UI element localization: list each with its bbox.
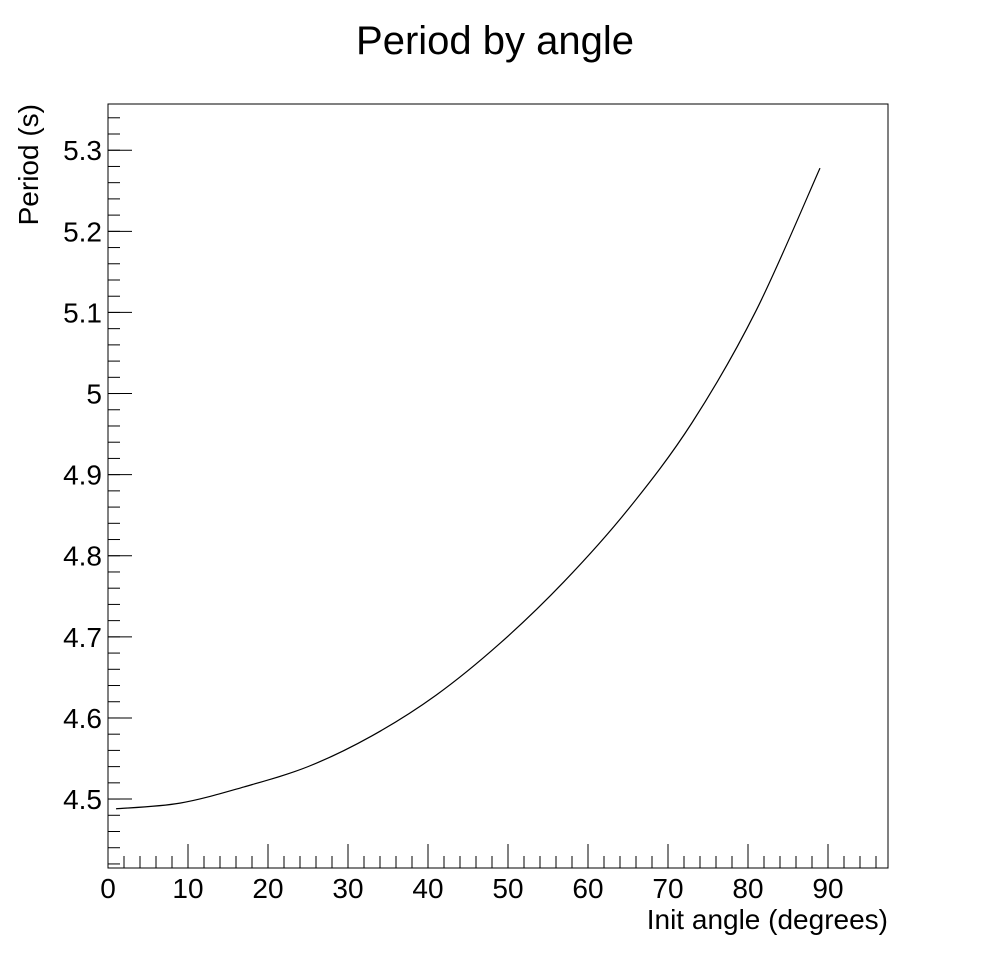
y-tick-label: 5.2 — [63, 216, 102, 247]
series-layer — [115, 167, 821, 810]
y-tick-label: 4.7 — [63, 622, 102, 653]
x-axis: 0 10 20 30 40 50 60 70 80 90 — [100, 844, 877, 904]
x-tick-label: 90 — [812, 873, 843, 904]
plot-frame — [107, 103, 889, 869]
x-tick-label: 30 — [332, 873, 363, 904]
x-tick-label: 50 — [492, 873, 523, 904]
y-axis: 4.5 4.6 4.7 4.8 4.9 5 5.1 5.2 5.3 — [63, 117, 132, 865]
x-tick-label: 20 — [252, 873, 283, 904]
y-tick-label: 4.8 — [63, 541, 102, 572]
x-tick-label: 70 — [652, 873, 683, 904]
y-tick-label: 4.6 — [63, 703, 102, 734]
y-tick-label: 5 — [86, 379, 102, 410]
y-axis-label: Period (s) — [13, 104, 44, 225]
x-tick-label: 10 — [172, 873, 203, 904]
y-tick-label: 5.1 — [63, 297, 102, 328]
y-tick-label: 4.5 — [63, 784, 102, 815]
x-axis-label: Init angle (degrees) — [647, 904, 888, 935]
series-line — [115, 167, 821, 810]
chart-title: Period by angle — [356, 19, 634, 63]
x-tick-label: 0 — [100, 873, 116, 904]
x-tick-label: 60 — [572, 873, 603, 904]
x-tick-label: 80 — [732, 873, 763, 904]
y-tick-label: 5.3 — [63, 135, 102, 166]
y-tick-label: 4.9 — [63, 460, 102, 491]
x-tick-label: 40 — [412, 873, 443, 904]
